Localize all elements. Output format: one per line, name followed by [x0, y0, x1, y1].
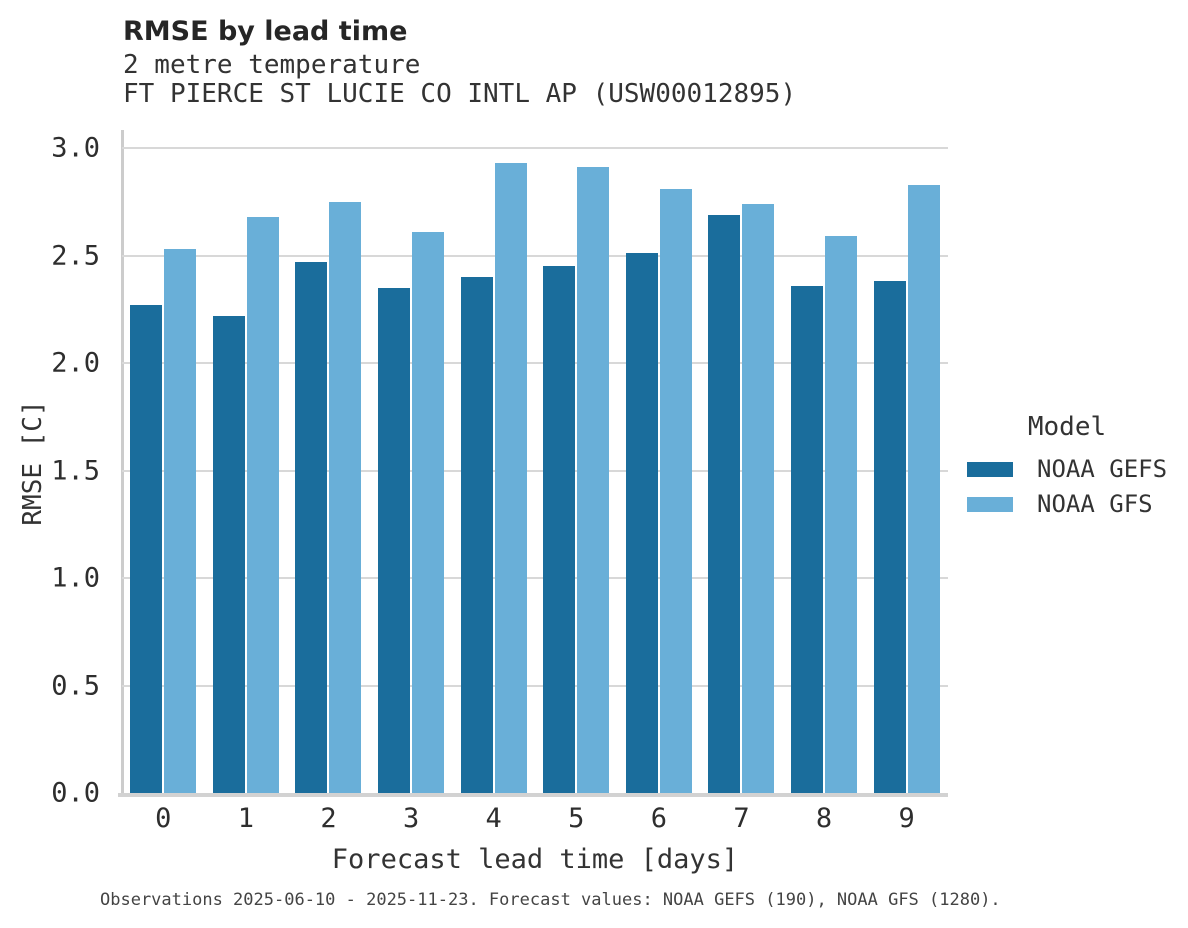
bar-group-lead-2 — [287, 133, 370, 793]
x-tick-label-6: 6 — [650, 803, 667, 834]
y-tick-label-0.5: 0.5 — [51, 670, 100, 701]
legend-swatch-icon — [967, 496, 1013, 512]
bar-noaa-gefs-lead-4 — [460, 277, 493, 793]
legend-title: Model — [1027, 412, 1107, 442]
bar-noaa-gfs-lead-4 — [494, 163, 527, 793]
x-tick-label-5: 5 — [568, 803, 585, 834]
legend-label: NOAA GFS — [1037, 490, 1153, 518]
bar-group-lead-6 — [618, 133, 701, 793]
bar-noaa-gefs-lead-5 — [543, 266, 576, 793]
bar-noaa-gefs-lead-0 — [130, 305, 163, 793]
legend: Model NOAA GEFS NOAA GFS — [967, 412, 1177, 527]
bar-group-lead-9 — [865, 133, 948, 793]
bar-noaa-gfs-lead-8 — [825, 236, 858, 793]
x-tick-label-7: 7 — [733, 803, 750, 834]
x-axis-spine — [118, 793, 948, 797]
bar-noaa-gefs-lead-1 — [212, 315, 245, 793]
x-tick-label-1: 1 — [237, 803, 255, 834]
bar-noaa-gefs-lead-7 — [708, 214, 741, 793]
bar-group-lead-0 — [122, 133, 205, 793]
bar-noaa-gefs-lead-9 — [873, 281, 906, 793]
x-tick-label-3: 3 — [402, 803, 420, 834]
chart-subtitle: 2 metre temperature FT PIERCE ST LUCIE CO… — [123, 51, 796, 109]
bar-group-lead-5 — [535, 133, 618, 793]
bar-noaa-gfs-lead-5 — [577, 167, 610, 793]
gridline-y-3 — [122, 147, 948, 150]
y-tick-label-2.0: 2.0 — [51, 347, 100, 379]
bar-noaa-gfs-lead-6 — [659, 188, 692, 793]
bar-group-lead-4 — [452, 133, 535, 793]
x-tick-label-4: 4 — [485, 803, 502, 834]
legend-label: NOAA GEFS — [1037, 455, 1168, 483]
gridline-y-2 — [122, 362, 948, 365]
bar-noaa-gfs-lead-0 — [164, 249, 197, 793]
gridline-y-0.5 — [122, 684, 948, 687]
bar-noaa-gefs-lead-3 — [378, 287, 411, 793]
y-tick-label-1.0: 1.0 — [51, 562, 100, 594]
bar-noaa-gfs-lead-1 — [246, 216, 279, 793]
x-tick-label-0: 0 — [155, 803, 172, 834]
x-tick-label-2: 2 — [320, 803, 337, 834]
bar-noaa-gfs-lead-2 — [329, 201, 362, 793]
y-tick-label-1.5: 1.5 — [51, 455, 100, 487]
y-tick-label-2.5: 2.5 — [51, 240, 100, 272]
y-axis-spine — [121, 130, 124, 793]
subtitle-line-1: 2 metre temperature — [123, 50, 421, 80]
y-tick-label-3.0: 3.0 — [51, 132, 100, 164]
bar-noaa-gefs-lead-2 — [295, 262, 328, 793]
legend-entry-noaa-gfs: NOAA GFS — [967, 490, 1177, 518]
footer-note: Observations 2025-06-10 - 2025-11-23. Fo… — [100, 890, 1001, 910]
bar-group-lead-3 — [370, 133, 453, 793]
bar-group-lead-1 — [205, 133, 288, 793]
y-tick-label-0.0: 0.0 — [51, 777, 100, 809]
bar-group-lead-7 — [700, 133, 783, 793]
bar-noaa-gefs-lead-6 — [625, 253, 658, 793]
bar-group-lead-8 — [783, 133, 866, 793]
plot-area — [118, 130, 948, 797]
gridline-y-2.5 — [122, 254, 948, 257]
x-axis-title: Forecast lead time [days] — [331, 844, 739, 875]
bar-noaa-gfs-lead-3 — [412, 231, 445, 793]
gridline-y-1.5 — [122, 469, 948, 472]
chart-title: RMSE by lead time — [123, 16, 408, 47]
bar-noaa-gefs-lead-8 — [791, 285, 824, 793]
bar-noaa-gfs-lead-9 — [907, 184, 940, 793]
legend-entries: NOAA GEFS NOAA GFS — [967, 455, 1177, 518]
bars-container — [122, 133, 948, 793]
legend-entry-noaa-gefs: NOAA GEFS — [967, 455, 1177, 483]
x-tick-label-9: 9 — [898, 803, 915, 834]
subtitle-line-2: FT PIERCE ST LUCIE CO INTL AP (USW000128… — [123, 79, 797, 109]
x-axis-tick-labels: 0 1 2 3 4 5 6 7 8 9 — [122, 803, 948, 834]
legend-swatch-icon — [967, 461, 1013, 477]
gridline-y-1 — [122, 577, 948, 580]
x-tick-label-8: 8 — [815, 803, 833, 834]
bar-noaa-gfs-lead-7 — [742, 203, 775, 793]
